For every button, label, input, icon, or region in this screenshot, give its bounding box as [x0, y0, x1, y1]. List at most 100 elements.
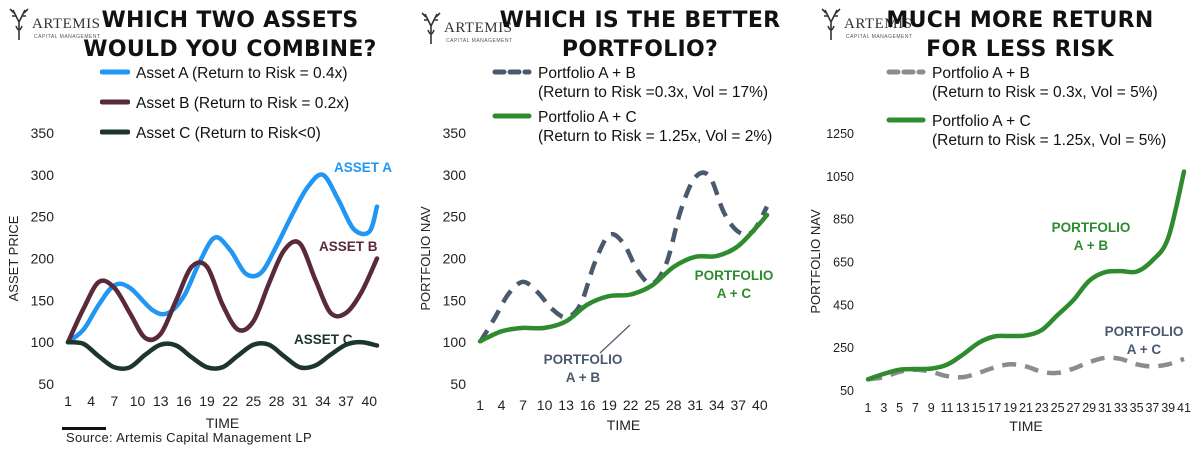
x-tick-label: 39 [1161, 401, 1175, 415]
y-tick-label: 50 [450, 376, 466, 392]
x-tick-label: 31 [687, 397, 703, 413]
x-tick-label: 13 [153, 393, 169, 409]
y-tick-label: 300 [443, 167, 467, 183]
y-tick-label: 1250 [826, 127, 854, 141]
x-tick-label: 29 [1082, 401, 1096, 415]
x-tick-label: 28 [269, 393, 285, 409]
series-line-1 [65, 239, 380, 345]
x-tick-label: 27 [1066, 401, 1080, 415]
x-tick-label: 10 [537, 397, 553, 413]
legend-swatch-portfolio-ab [886, 69, 926, 75]
panel-return-risk: ARTEMIS CAPITAL MANAGEMENT MUCH MORE RET… [800, 0, 1200, 449]
x-tick-label: 28 [666, 397, 682, 413]
y-tick-label: 200 [31, 251, 55, 267]
legend-sub: (Return to Risk =0.3x, Vol = 17%) [538, 84, 769, 101]
legend-portfolio-ac: Portfolio A + C (Return to Risk = 1.25x,… [886, 112, 1166, 150]
series-annotation: PORTFOLIO [695, 268, 774, 283]
series-annotation: A + B [1074, 238, 1109, 253]
y-axis-label: PORTFOLIO NAV [418, 206, 433, 311]
y-tick-label: 50 [840, 384, 854, 398]
x-tick-label: 7 [912, 401, 919, 415]
logo-wordmark: ARTEMIS [844, 16, 913, 32]
x-tick-label: 7 [519, 397, 527, 413]
series-annotation: PORTFOLIO [544, 352, 623, 367]
x-tick-label: 37 [731, 397, 747, 413]
y-tick-label: 250 [443, 209, 467, 225]
y-tick-label: 250 [31, 209, 55, 225]
stag-icon [9, 8, 29, 40]
legend-asset-c: Asset C (Return to Risk<0) [100, 124, 321, 143]
y-tick-label: 850 [833, 213, 854, 227]
x-tick-label: 37 [338, 393, 354, 409]
x-tick-label: 25 [644, 397, 660, 413]
stag-icon [821, 8, 841, 40]
x-axis-label: TIME [206, 415, 239, 431]
legend-asset-a: Asset A (Return to Risk = 0.4x) [100, 64, 348, 83]
stag-icon [421, 12, 441, 44]
x-tick-label: 33 [1114, 401, 1128, 415]
x-tick-label: 31 [292, 393, 308, 409]
title-line-1: WHICH IS THE BETTER [499, 8, 781, 33]
series-line-1 [477, 212, 770, 344]
chart-portfolios: 50 100 150 200 250 300 350 1 4 7 10 13 16 19 22 25 28 31 3… [418, 125, 774, 433]
legend-swatch-portfolio-ac [492, 113, 532, 119]
panel-title: WHICH IS THE BETTER PORTFOLIO? [480, 6, 800, 64]
legend-label: Asset A (Return to Risk = 0.4x) [136, 65, 348, 82]
series-line-0 [65, 172, 380, 345]
x-tick-label: 34 [709, 397, 725, 413]
x-tick-label: 19 [1003, 401, 1017, 415]
artemis-logo: ARTEMIS CAPITAL MANAGEMENT [420, 4, 512, 44]
title-line-1: MUCH MORE RETURN [886, 8, 1154, 33]
x-tick-label: 4 [87, 393, 95, 409]
logo-subtext: CAPITAL MANAGEMENT [846, 34, 913, 40]
legend-portfolio-ab: Portfolio A + B (Return to Risk = 0.3x, … [886, 64, 1158, 102]
legend-portfolio-ac: Portfolio A + C (Return to Risk = 1.25x,… [492, 108, 772, 146]
title-line-2: FOR LESS RISK [926, 37, 1114, 62]
x-tick-label: 23 [1035, 401, 1049, 415]
x-tick-label: 17 [987, 401, 1001, 415]
logo-subtext: CAPITAL MANAGEMENT [446, 38, 513, 44]
chart-assets: 50 100 150 200 250 300 350 1 4 7 10 13 16 19 22 25 28 31 3… [6, 125, 392, 431]
x-tick-label: 21 [1019, 401, 1033, 415]
x-tick-label: 13 [956, 401, 970, 415]
y-tick-label: 300 [31, 167, 55, 183]
legend-label: Portfolio A + C [538, 109, 637, 126]
x-tick-label: 35 [1130, 401, 1144, 415]
x-tick-label: 37 [1145, 401, 1159, 415]
y-tick-label: 200 [443, 251, 467, 267]
legend-label: Portfolio A + B [538, 65, 636, 82]
x-tick-label: 3 [880, 401, 887, 415]
legend-swatch-asset-c [100, 129, 130, 135]
x-axis-label: TIME [607, 417, 640, 433]
legend-portfolio-ab: Portfolio A + B (Return to Risk =0.3x, V… [492, 64, 768, 102]
y-tick-label: 100 [443, 334, 467, 350]
series-annotation: PORTFOLIO [1105, 324, 1184, 339]
y-tick-label: 100 [31, 334, 55, 350]
artemis-logo: ARTEMIS CAPITAL MANAGEMENT [8, 4, 100, 44]
x-tick-label: 22 [222, 393, 238, 409]
legend-label: Asset C (Return to Risk<0) [136, 125, 321, 142]
y-axis-label: ASSET PRICE [6, 215, 21, 301]
series-annotation: PORTFOLIO [1052, 220, 1131, 235]
panel-title: WHICH TWO ASSETS WOULD YOU COMBINE? [60, 6, 400, 64]
series-annotation: A + C [1127, 342, 1162, 357]
panel-assets: ARTEMIS CAPITAL MANAGEMENT WHICH TWO ASS… [0, 0, 400, 449]
legend-swatch-portfolio-ac [886, 117, 926, 123]
legend-label: Portfolio A + B [932, 65, 1030, 82]
y-tick-label: 50 [38, 376, 54, 392]
source-note: Source: Artemis Capital Management LP [66, 430, 312, 445]
title-line-2: WOULD YOU COMBINE? [83, 37, 377, 62]
title-line-1: WHICH TWO ASSETS [101, 8, 359, 33]
x-tick-label: 11 [941, 401, 954, 415]
x-tick-label: 10 [130, 393, 146, 409]
y-tick-label: 250 [833, 341, 854, 355]
x-tick-label: 22 [623, 397, 639, 413]
series-annotation: A + C [717, 286, 752, 301]
y-tick-label: 350 [31, 125, 55, 141]
x-tick-label: 5 [896, 401, 903, 415]
logo-wordmark: ARTEMIS [444, 20, 513, 36]
x-tick-label: 4 [498, 397, 506, 413]
y-axis-label: PORTFOLIO NAV [808, 209, 823, 314]
x-tick-label: 16 [176, 393, 192, 409]
